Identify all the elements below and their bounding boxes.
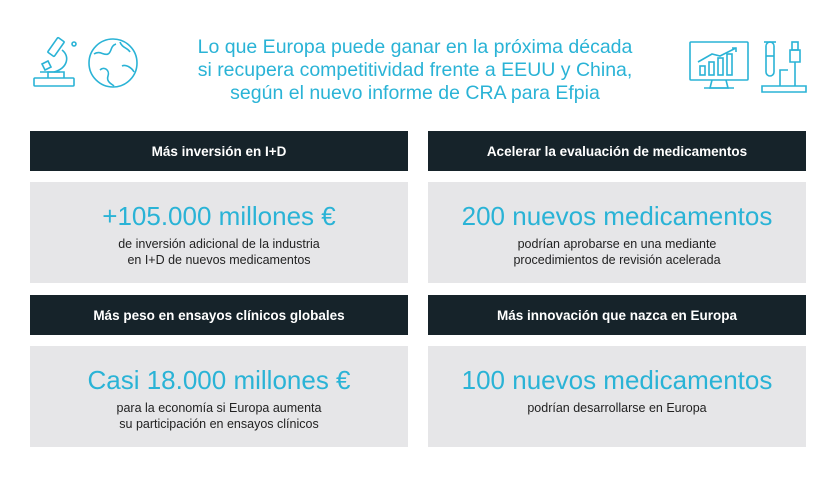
card-description-line: su participación en ensayos clínicos (119, 417, 319, 431)
card-value: +105.000 millones € (102, 201, 336, 231)
card-description-line: podrían aprobarse en una mediante (517, 237, 717, 251)
microscope-icon (33, 36, 77, 87)
card-description-line: para la economía si Europa aumenta (116, 401, 322, 415)
card-heading-evaluation: Acelerar la evaluación de medicamentos (428, 131, 806, 171)
card-heading-trials: Más peso en ensayos clínicos globales (30, 295, 408, 335)
card-value: 200 nuevos medicamentos (461, 201, 773, 231)
card-description: podrían desarrollarse en Europa (428, 400, 806, 416)
title-line: Lo que Europa puede ganar en la próxima … (197, 36, 633, 58)
card-value: 100 nuevos medicamentos (461, 365, 773, 395)
globe-icon (88, 38, 138, 88)
card-heading-innovation: Más innovación que nazca en Europa (428, 295, 806, 335)
card-description: para la economía si Europa aumenta su pa… (30, 400, 408, 432)
card-body-rd: +105.000 millones € de inversión adicion… (30, 182, 408, 283)
card-value: Casi 18.000 millones € (87, 365, 351, 395)
card-heading-label: Más innovación que nazca en Europa (496, 307, 738, 323)
card-description-line: en I+D de nuevos medicamentos (127, 253, 311, 267)
card-heading-label: Más peso en ensayos clínicos globales (93, 307, 345, 323)
card-body-innovation: 100 nuevos medicamentos podrían desarrol… (428, 346, 806, 447)
card-body-evaluation: 200 nuevos medicamentos podrían aprobars… (428, 182, 806, 283)
card-heading-label: Más inversión en I+D (151, 143, 287, 159)
card-description: de inversión adicional de la industria e… (30, 236, 408, 268)
card-body-trials: Casi 18.000 millones € para la economía … (30, 346, 408, 447)
card-description-line: de inversión adicional de la industria (118, 237, 320, 251)
page-title: Lo que Europa puede ganar en la próxima … (150, 36, 680, 105)
title-line: según el nuevo informe de CRA para Efpia (230, 82, 600, 104)
card-heading-rd: Más inversión en I+D (30, 131, 408, 171)
monitor-chart-icon (689, 41, 749, 89)
card-heading-label: Acelerar la evaluación de medicamentos (486, 143, 748, 159)
lab-tubes-icon (761, 41, 807, 93)
card-description: podrían aprobarse en una mediante proced… (428, 236, 806, 268)
title-line: si recupera competitividad frente a EEUU… (197, 59, 633, 81)
card-description-line: podrían desarrollarse en Europa (527, 401, 707, 415)
card-description-line: procedimientos de revisión acelerada (513, 253, 721, 267)
